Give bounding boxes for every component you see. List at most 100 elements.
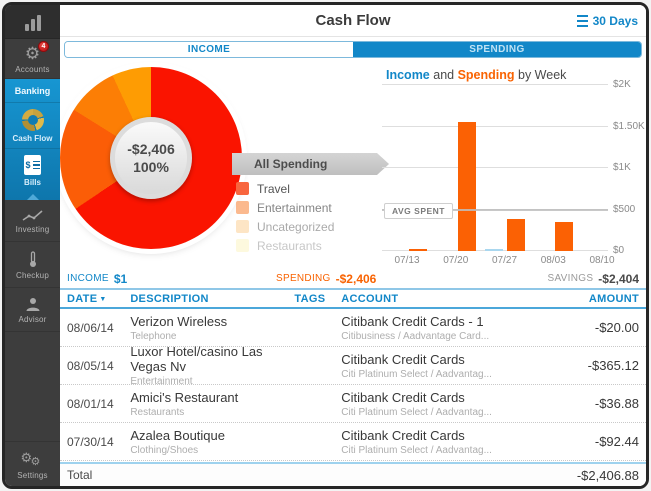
x-axis-tick-label: 07/20 [443, 255, 469, 266]
income-value: $1 [113, 271, 128, 286]
y-axis-tick-label: $2K [613, 79, 631, 90]
cell-account: Citibank Credit Cards Citi Platinum Selec… [341, 389, 492, 418]
spending-bar[interactable] [457, 121, 476, 251]
avg-spent-label: AVG SPENT [384, 203, 453, 220]
cell-description: Azalea Boutique Clothing/Shoes [130, 427, 225, 456]
bar-plot-area[interactable]: AVG SPENT [382, 84, 610, 251]
gridline [382, 125, 608, 127]
cell-date: 08/06/14 [67, 320, 114, 335]
spending-bar[interactable] [506, 219, 525, 251]
column-header-account[interactable]: ACCOUNT [341, 292, 399, 305]
legend-item-entertainment[interactable]: Entertainment [232, 198, 392, 217]
tab-bar: INCOME SPENDING [60, 37, 646, 61]
charts-section: -$2,406 100% All Spending Travel Enterta [60, 61, 646, 269]
pie-legend: All Spending Travel Entertainment Unc [232, 153, 392, 255]
summary-row: INCOME $1 SPENDING -$2,406 SAVINGS -$2,4… [60, 269, 646, 290]
legend-item-travel[interactable]: Travel [232, 179, 392, 198]
cell-date: 08/01/14 [67, 396, 114, 411]
total-row: Total -$2,406.88 [60, 462, 646, 486]
sidebar-item-investing[interactable]: Investing [5, 200, 60, 242]
income-bar[interactable] [484, 249, 503, 251]
donut-chart-icon [21, 109, 44, 131]
table-row[interactable]: 07/30/14 Azalea Boutique Clothing/Shoes Cit… [60, 423, 646, 461]
y-axis-tick-label: $1.50K [613, 120, 645, 132]
savings-label: SAVINGS [547, 273, 594, 284]
sidebar-item-accounts[interactable]: ⚙ 4 Accounts [5, 39, 60, 79]
tab-spending[interactable]: SPENDING [353, 42, 641, 57]
avg-spent-line [382, 209, 608, 212]
sidebar-item-label: Accounts [15, 65, 50, 74]
table-header: DATE ▼ DESCRIPTION TAGS ACCOUNT AMOUNT [60, 290, 646, 309]
bar-chart-logo-icon [24, 24, 29, 31]
notification-badge: 4 [38, 41, 49, 52]
legend-swatch [236, 220, 249, 233]
spending-bar[interactable] [555, 221, 574, 251]
transaction-list-icon[interactable] [576, 14, 588, 27]
column-header-tags[interactable]: TAGS [294, 292, 326, 305]
y-axis-tick-label: $1K [613, 162, 631, 173]
cell-description: Amici's Restaurant Restaurants [130, 389, 239, 418]
sidebar-item-banking[interactable]: Banking [5, 79, 60, 103]
legend-item-uncategorized[interactable]: Uncategorized [232, 217, 392, 236]
spending-bar[interactable] [409, 248, 427, 251]
legend-swatch [236, 201, 249, 214]
sidebar-item-bills[interactable]: $ Bills [5, 149, 60, 192]
sidebar-item-cash-flow[interactable]: Cash Flow [5, 103, 60, 149]
sidebar-item-settings[interactable]: ⚙ ⚙ Settings [5, 441, 60, 486]
cell-account: Citibank Credit Cards Citi Platinum Selec… [341, 351, 492, 380]
income-label: INCOME [67, 273, 109, 284]
gridline [382, 208, 608, 210]
bar-chart-logo-icon [30, 19, 35, 31]
total-label: Total [67, 468, 93, 482]
sidebar-item-checkup[interactable]: Checkup [5, 242, 60, 288]
legend-swatch [236, 182, 249, 195]
line-chart-icon [22, 210, 43, 221]
cell-amount: -$20.00 [594, 320, 639, 335]
header: Cash Flow 30 Days [60, 5, 646, 37]
y-axis-tick-label: $0 [613, 245, 625, 256]
tab-income[interactable]: INCOME [65, 42, 353, 57]
gear-icon: ⚙ [24, 44, 41, 63]
y-axis-tick-label: $500 [613, 203, 636, 215]
cell-amount: -$365.12 [587, 358, 639, 373]
table-row[interactable]: 08/01/14 Amici's Restaurant Restaurants Cit… [60, 385, 646, 423]
cell-account: Citibank Credit Cards - 1 Citibusiness / … [341, 313, 490, 342]
column-header-amount[interactable]: AMOUNT [588, 292, 639, 305]
legend-banner-all-spending[interactable]: All Spending [232, 153, 389, 175]
cell-date: 07/30/14 [67, 434, 114, 449]
cell-account: Citibank Credit Cards Citi Platinum Selec… [341, 427, 492, 456]
table-row[interactable]: 08/06/14 Verizon Wireless Telephone Citiban… [60, 309, 646, 347]
column-header-description[interactable]: DESCRIPTION [130, 292, 209, 305]
pie-center-percent: 100% [133, 159, 169, 175]
table-row[interactable]: 08/05/14 Luxor Hotel/casino Las Vegas Nv E… [60, 344, 646, 387]
cell-description: Luxor Hotel/casino Las Vegas Nv Entertain… [130, 344, 263, 387]
sidebar-item-advisor[interactable]: Advisor [5, 288, 60, 332]
weekly-bar-chart: Income and Spending by Week AVG SPENT $0… [382, 61, 646, 269]
spending-label: SPENDING [276, 273, 331, 284]
bar-chart-title: Income and Spending by Week [386, 68, 567, 82]
section-caret-icon [26, 194, 39, 200]
sort-caret-icon: ▼ [99, 295, 107, 303]
total-value: -$2,406.88 [576, 467, 639, 483]
bar-chart-logo-icon [36, 15, 41, 31]
spending-pie-chart[interactable]: -$2,406 100% [60, 67, 242, 249]
gears-icon: ⚙ ⚙ [20, 450, 41, 468]
period-selector[interactable]: 30 Days [592, 13, 638, 28]
column-header-date[interactable]: DATE ▼ [67, 292, 107, 305]
person-icon [26, 298, 39, 311]
bills-icon: $ [24, 155, 41, 175]
spending-value: -$2,406 [335, 271, 377, 286]
cell-amount: -$92.44 [594, 434, 639, 449]
page-title: Cash Flow [315, 12, 391, 29]
legend-swatch [236, 239, 249, 252]
gridline [382, 84, 608, 85]
thermometer-icon [29, 251, 36, 267]
x-axis-tick-label: 08/10 [589, 255, 615, 266]
pie-center-value: -$2,406 [127, 141, 175, 157]
x-axis-tick-label: 07/27 [491, 255, 518, 266]
legend-item-restaurants[interactable]: Restaurants [232, 236, 392, 255]
app-logo[interactable] [5, 5, 60, 39]
gridline [382, 167, 608, 168]
